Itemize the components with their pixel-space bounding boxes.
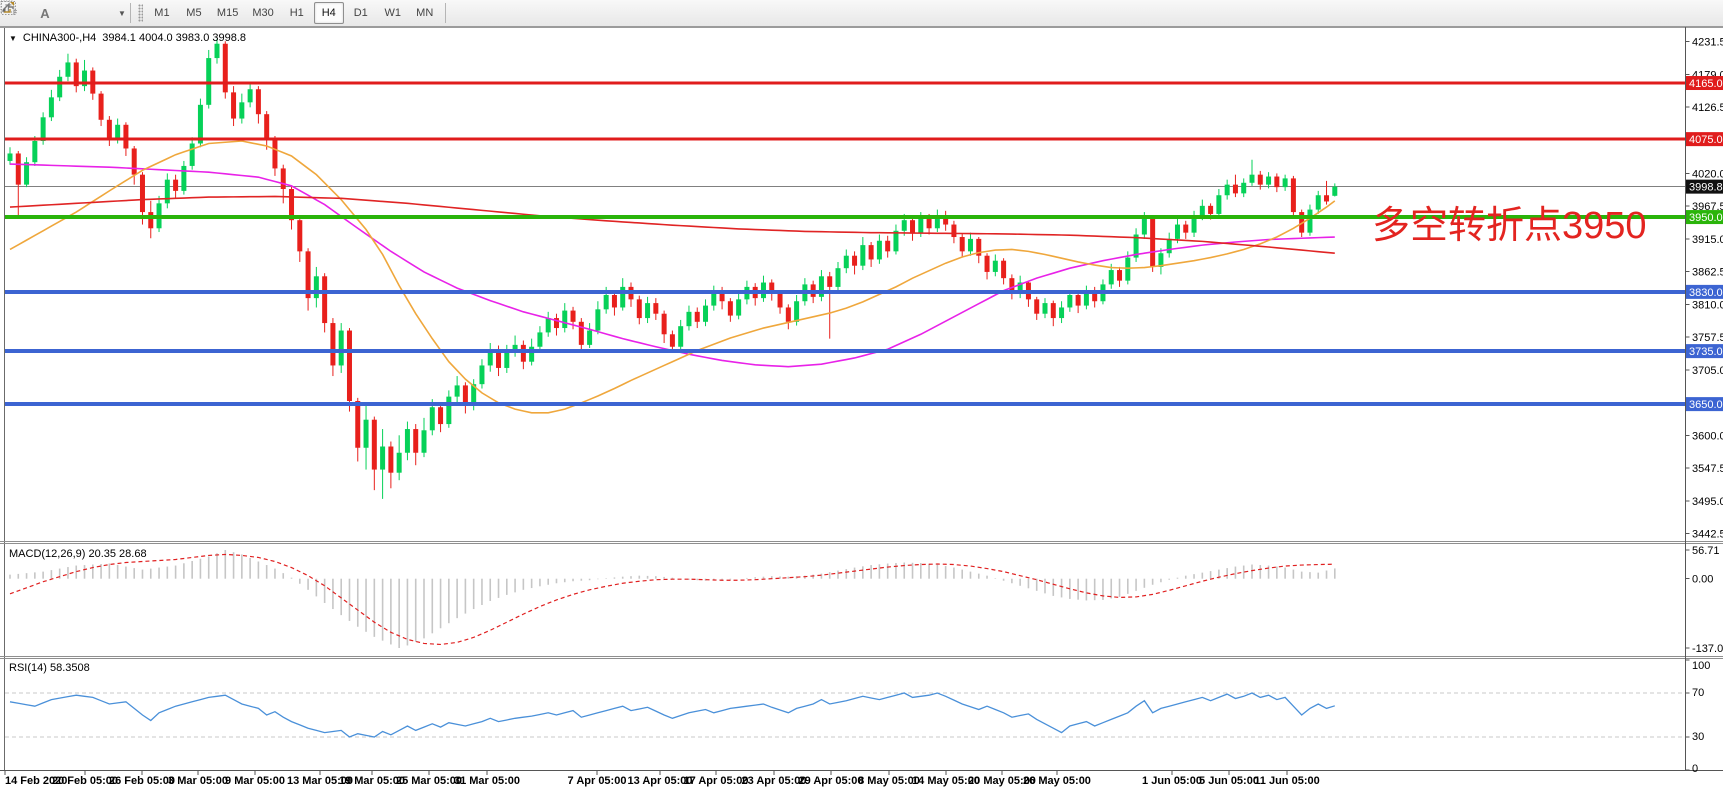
svg-text:-137.01: -137.01 (1692, 643, 1723, 655)
svg-text:5 Jun 05:00: 5 Jun 05:00 (1199, 775, 1259, 787)
svg-text:19 Mar 05:00: 19 Mar 05:00 (339, 775, 405, 787)
timeframe-button-d1[interactable]: D1 (353, 7, 368, 19)
macd-signal-line (9, 553, 1335, 646)
rsi-line (9, 692, 1335, 738)
svg-text:3862.5: 3862.5 (1692, 267, 1723, 279)
svg-text:3547.5: 3547.5 (1692, 463, 1723, 475)
chart-frame (0, 27, 1723, 770)
timeframe-button-m15[interactable]: M15 (216, 7, 239, 19)
timeframe-button-w1[interactable]: W1 (384, 7, 401, 19)
svg-text:3 Mar 05:00: 3 Mar 05:00 (168, 775, 228, 787)
panel-separators (0, 541, 1723, 771)
price-axis[interactable]: 4231.54179.04126.54020.03967.53915.03862… (1685, 27, 1723, 775)
svg-text:31 Mar 05:00: 31 Mar 05:00 (454, 775, 520, 787)
svg-text:3650.0: 3650.0 (1689, 399, 1723, 411)
svg-text:3495.0: 3495.0 (1692, 496, 1723, 508)
chevron-down-icon[interactable]: ▼ (118, 8, 126, 18)
toolbar-separator (129, 3, 131, 23)
timeframe-button-m5[interactable]: M5 (186, 7, 202, 19)
timeframe-button-mn[interactable]: MN (416, 7, 434, 19)
ma-slow-red (9, 195, 1335, 255)
svg-text:3735.0: 3735.0 (1689, 346, 1723, 358)
ohlc-values: 3984.1 4004.0 3983.0 3998.8 (102, 32, 247, 44)
svg-text:14 May 05:00: 14 May 05:00 (912, 775, 980, 787)
svg-text:4231.5: 4231.5 (1692, 37, 1723, 49)
svg-text:23 Apr 05:00: 23 Apr 05:00 (741, 775, 806, 787)
timeframe-buttons: M1 M5 M15 M30 H1 H4 D1 W1 MN (146, 2, 441, 24)
svg-text:56.71: 56.71 (1692, 545, 1720, 557)
svg-text:13 Apr 05:00: 13 Apr 05:00 (627, 775, 692, 787)
svg-text:0: 0 (1692, 763, 1698, 775)
rsi-indicator-label: RSI(14) 58.3508 (9, 662, 90, 674)
svg-text:8 May 05:00: 8 May 05:00 (858, 775, 920, 787)
chevron-down-icon[interactable]: ▼ (9, 33, 17, 43)
svg-text:1 Jun 05:00: 1 Jun 05:00 (1142, 775, 1202, 787)
svg-text:4020.0: 4020.0 (1692, 168, 1723, 180)
svg-text:29 Apr 05:00: 29 Apr 05:00 (798, 775, 863, 787)
timeframe-button-h4[interactable]: H4 (313, 2, 344, 24)
svg-text:30: 30 (1692, 731, 1704, 743)
svg-text:3442.5: 3442.5 (1692, 528, 1723, 540)
svg-text:0.00: 0.00 (1692, 574, 1713, 586)
svg-text:20 Feb 05:00: 20 Feb 05:00 (52, 775, 118, 787)
svg-text:25 Mar 05:00: 25 Mar 05:00 (396, 775, 462, 787)
toolbar: F A T ▼ M1 M5 M15 M30 H1 H4 D1 W1 MN (0, 0, 1723, 27)
svg-text:3810.0: 3810.0 (1692, 299, 1723, 311)
svg-text:20 May 05:00: 20 May 05:00 (968, 775, 1036, 787)
svg-text:14 Feb 2020: 14 Feb 2020 (5, 775, 67, 787)
svg-text:3600.0: 3600.0 (1692, 430, 1723, 442)
svg-text:3950.0: 3950.0 (1689, 212, 1723, 224)
svg-text:3757.5: 3757.5 (1692, 332, 1723, 344)
svg-text:4165.0: 4165.0 (1689, 78, 1723, 90)
svg-text:70: 70 (1692, 687, 1704, 699)
macd-panel (9, 550, 1336, 648)
svg-text:26 May 05:00: 26 May 05:00 (1023, 775, 1091, 787)
svg-text:4126.5: 4126.5 (1692, 102, 1723, 114)
toolbar-drag-handle[interactable] (137, 4, 143, 22)
svg-text:13 Mar 05:00: 13 Mar 05:00 (287, 775, 353, 787)
svg-text:3998.8: 3998.8 (1689, 182, 1723, 194)
timeframe-button-m1[interactable]: M1 (154, 7, 170, 19)
timeframe-button-m30[interactable]: M30 (252, 7, 274, 19)
horizontal-lines-layer[interactable] (5, 81, 1685, 407)
chart-title: ▼ CHINA300-,H4 3984.1 4004.0 3983.0 3998… (9, 32, 246, 44)
candles-layer (7, 38, 1338, 499)
svg-text:26 Feb 05:00: 26 Feb 05:00 (109, 775, 175, 787)
symbol-timeframe-label: CHINA300-,H4 (22, 32, 97, 44)
rsi-panel (5, 692, 1685, 738)
arrange-arrows-icon[interactable] (1, 2, 114, 23)
text-label-tool[interactable]: A (40, 5, 50, 21)
svg-text:T: T (5, 3, 12, 15)
svg-text:4075.0: 4075.0 (1689, 134, 1723, 146)
macd-indicator-label: MACD(12,26,9) 20.35 28.68 (9, 548, 147, 560)
svg-text:3830.0: 3830.0 (1689, 287, 1723, 299)
svg-text:7 Apr 05:00: 7 Apr 05:00 (568, 775, 627, 787)
chart-text-annotation[interactable]: 多空转折点3950 (1372, 205, 1647, 247)
text-box-tool[interactable]: T (1, 1, 88, 23)
price-badges: 4165.0 4075.0 3950.0 3830.0 3735.0 3650.0 3998… (1686, 76, 1723, 412)
ma-mid-orange (9, 140, 1336, 414)
svg-text:11 Jun 05:00: 11 Jun 05:00 (1254, 775, 1319, 787)
svg-text:100: 100 (1692, 660, 1710, 672)
svg-text:17 Apr 05:00: 17 Apr 05:00 (683, 775, 748, 787)
timeframe-button-h1[interactable]: H1 (289, 7, 304, 19)
svg-text:3915.0: 3915.0 (1692, 234, 1723, 246)
svg-text:9 Mar 05:00: 9 Mar 05:00 (225, 775, 285, 787)
svg-text:3705.0: 3705.0 (1692, 365, 1723, 377)
toolbar-separator (444, 3, 446, 23)
